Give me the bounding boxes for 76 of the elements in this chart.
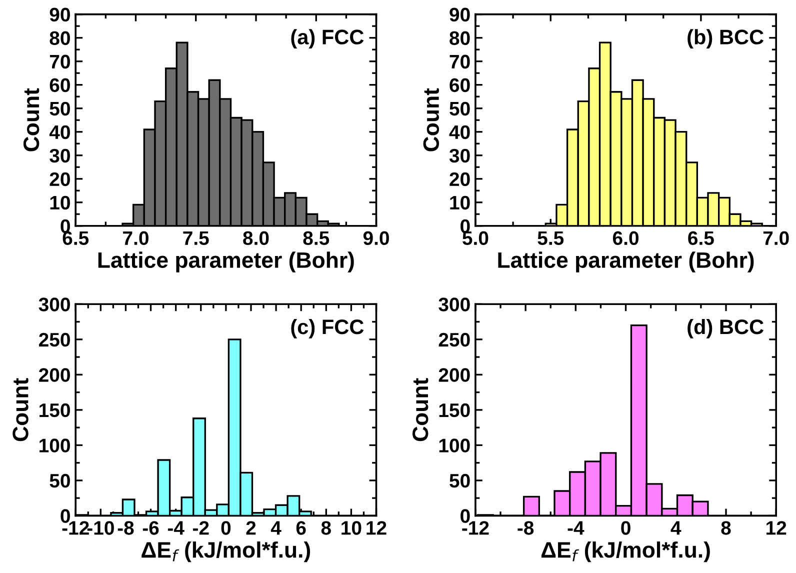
x-tick-label: -4 bbox=[168, 521, 184, 535]
y-axis-title: Count bbox=[423, 88, 440, 152]
y-tick-label: 300 bbox=[38, 298, 70, 312]
y-tick-label: 200 bbox=[38, 368, 70, 382]
y-tick-label: 150 bbox=[40, 403, 70, 418]
y-tick-label: 70 bbox=[450, 54, 470, 69]
x-tick-label: -8 bbox=[518, 521, 534, 535]
y-tick-label: 10 bbox=[450, 196, 470, 210]
x-tick-label: 4 bbox=[670, 521, 682, 535]
y-tick-label: 20 bbox=[50, 172, 70, 186]
annotation: (c) FCC bbox=[291, 318, 364, 338]
x-axis-title: Lattice parameter (Bohr) bbox=[498, 252, 754, 272]
x-tick-label: 8 bbox=[321, 521, 331, 535]
x-tick-label: 10 bbox=[342, 521, 362, 535]
y-tick-label: 150 bbox=[439, 403, 470, 418]
x-tick-label: 2 bbox=[246, 521, 256, 535]
y-tick-label: 50 bbox=[50, 102, 70, 116]
x-tick-label: 9.0 bbox=[363, 231, 389, 246]
y-tick-label: 0 bbox=[60, 509, 70, 523]
x-tick-label: 8 bbox=[721, 521, 731, 535]
x-axis-title: Lattice parameter (Bohr) bbox=[98, 252, 354, 272]
y-tick-label: 40 bbox=[49, 125, 70, 140]
x-tick-label: 6.5 bbox=[688, 231, 714, 246]
y-axis-title: Count bbox=[23, 88, 40, 152]
y-tick-label: 0 bbox=[460, 509, 470, 523]
y-tick-label: 60 bbox=[450, 78, 470, 92]
y-tick-label: 80 bbox=[50, 31, 70, 46]
y-tick-label: 60 bbox=[50, 78, 70, 92]
y-tick-label: 100 bbox=[439, 438, 470, 452]
y-axis-title: Count bbox=[412, 378, 428, 442]
y-tick-label: 10 bbox=[50, 196, 70, 210]
x-tick-label: 6 bbox=[296, 521, 306, 535]
y-tick-label: 40 bbox=[449, 125, 470, 140]
y-tick-label: 50 bbox=[50, 474, 70, 488]
x-tick-label: 8.5 bbox=[303, 231, 330, 246]
x-tick-label: 7.0 bbox=[123, 231, 148, 246]
x-tick-label: -4 bbox=[568, 521, 584, 535]
y-tick-label: 70 bbox=[50, 54, 70, 69]
x-axis-title: ΔE$_{f}$ (kJ/mol*f.u.) bbox=[142, 541, 310, 562]
x-tick-label: -8 bbox=[118, 521, 134, 535]
annotation: (b) BCC bbox=[688, 29, 764, 49]
x-axis-title: ΔE$_{f}$ (kJ/mol*f.u.) bbox=[541, 541, 710, 562]
x-tick-label: 12 bbox=[366, 521, 386, 535]
y-tick-label: 90 bbox=[50, 8, 70, 22]
x-tick-label: -6 bbox=[142, 521, 159, 535]
x-tick-label: 7.5 bbox=[183, 231, 209, 246]
y-tick-label: 50 bbox=[450, 474, 470, 488]
y-tick-label: 30 bbox=[449, 148, 470, 163]
x-tick-label: 0 bbox=[221, 521, 231, 535]
x-tick-label: -12 bbox=[462, 521, 489, 535]
annotation: (a) FCC bbox=[291, 29, 364, 49]
y-tick-label: 80 bbox=[450, 31, 470, 46]
x-tick-label: 0 bbox=[621, 521, 630, 535]
x-tick-label: 5.0 bbox=[462, 231, 488, 246]
x-tick-label: 6.5 bbox=[62, 231, 89, 246]
y-tick-label: 200 bbox=[438, 368, 470, 382]
x-tick-label: 4 bbox=[270, 521, 282, 535]
x-tick-label: 12 bbox=[766, 521, 786, 535]
x-tick-label: 7.0 bbox=[763, 231, 789, 246]
x-tick-label: -12 bbox=[62, 521, 89, 535]
y-tick-label: 300 bbox=[438, 298, 470, 312]
y-axis-title: Count bbox=[12, 378, 28, 442]
y-tick-label: 0 bbox=[60, 219, 70, 234]
x-tick-label: 5.5 bbox=[538, 231, 564, 246]
annotation: (d) BCC bbox=[688, 318, 764, 338]
y-tick-label: 250 bbox=[438, 332, 470, 347]
y-tick-label: 100 bbox=[40, 438, 70, 452]
y-tick-label: 30 bbox=[50, 148, 70, 163]
x-tick-label: -10 bbox=[87, 521, 114, 535]
y-tick-label: 250 bbox=[38, 332, 70, 347]
y-tick-label: 50 bbox=[450, 102, 470, 116]
y-tick-label: 20 bbox=[450, 172, 470, 186]
x-tick-label: -2 bbox=[193, 521, 209, 535]
x-tick-label: 8.0 bbox=[243, 231, 269, 246]
y-tick-label: 90 bbox=[450, 8, 470, 22]
x-tick-label: 6.0 bbox=[612, 231, 638, 246]
